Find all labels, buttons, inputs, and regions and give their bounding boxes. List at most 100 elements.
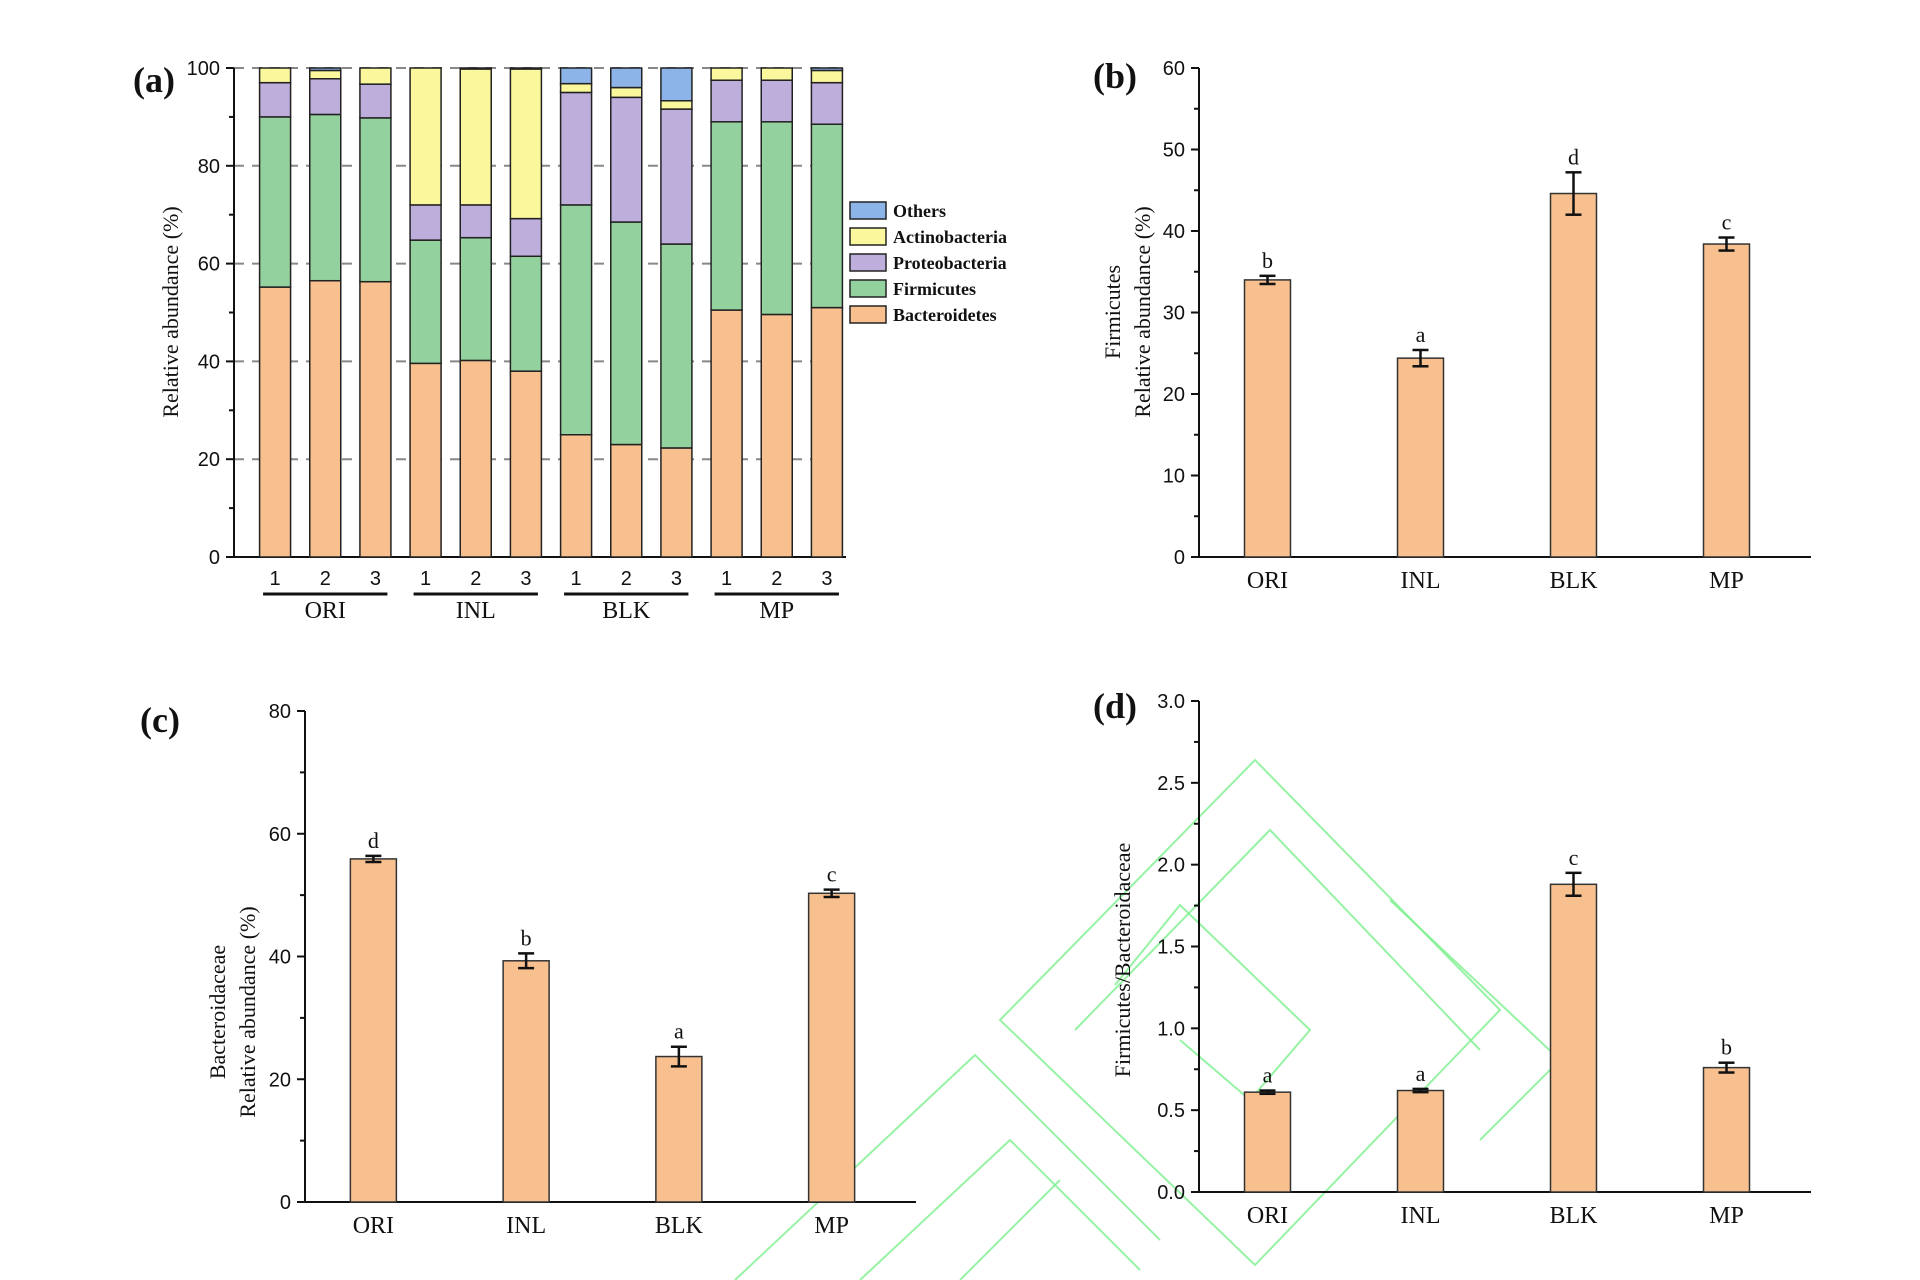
sample-label: 1 [420,568,431,590]
bar-inl [502,960,550,1203]
stacked-bar-segment-bacteroidetes [559,434,593,558]
stacked-bar-segment-actinobacteria [509,68,543,220]
stacked-bar-segment-proteobacteria [359,83,392,119]
stacked-bar-segment-others [610,67,643,89]
x-tick-label: MP [814,1213,849,1239]
stacked-bar-segment-bacteroidetes [409,362,442,558]
stacked-bar-segment-actinobacteria [309,69,342,80]
stacked-bar-segment-firmicutes [660,243,693,449]
panel-d-ratio-bar-chart: (d) 0.0 0.5 1.0 1.5 2.0 2.5 3.0 a ORI a INL c BLK b MP F… [1093,686,1811,1229]
significance-letter: b [521,925,532,950]
stacked-bar-segment-proteobacteria [610,96,643,223]
bar-blk [1549,883,1598,1193]
y-tick-label: 20 [269,1069,291,1091]
panel-label: (b) [1093,56,1137,96]
x-tick-label: MP [1709,1203,1744,1229]
y-tick-label: 100 [187,58,220,80]
stacked-bar-segment-firmicutes [710,121,743,311]
legend-label: Firmicutes [893,279,976,299]
x-tick-label: MP [1709,568,1744,594]
y-tick-label: 3.0 [1157,691,1185,713]
y-axis-label: Relative abundance (%) [235,906,260,1117]
significance-letter: a [1416,322,1426,347]
sample-label: 3 [370,568,381,590]
stacked-bar-segment-actinobacteria [610,86,643,99]
legend-label: Proteobacteria [893,253,1007,273]
watermark-stroke [1114,903,1312,1102]
bar-ori [1243,279,1292,558]
group-label: MP [759,598,794,624]
y-tick-label: 40 [269,947,291,969]
y-tick-label: 50 [1163,140,1185,162]
stacked-bar-segment-proteobacteria [660,108,693,245]
x-tick-label: INL [506,1213,546,1239]
y-tick-label: 0 [1174,547,1185,569]
panel-label: (a) [133,60,175,100]
y-tick-label: 60 [269,824,291,846]
y-tick-label: 60 [1163,58,1185,80]
y-tick-label: 2.5 [1157,773,1185,795]
y-tick-label: 30 [1163,303,1185,325]
y-tick-label: 0.5 [1157,1100,1185,1122]
stacked-bar-segment-others [810,67,844,72]
sample-label: 2 [621,568,632,590]
stacked-bar-segment-firmicutes [359,117,392,283]
watermark-stroke [734,1053,1161,1280]
stacked-bar-segment-proteobacteria [710,79,743,123]
x-tick-label: ORI [353,1213,394,1239]
sample-label: 3 [821,568,832,590]
stacked-bar-segment-bacteroidetes [660,447,693,558]
stacked-bar-segment-bacteroidetes [258,286,292,558]
y-axis-label: Bacteroidaceae [205,945,230,1079]
y-tick-label: 20 [1163,384,1185,406]
significance-letter: a [1263,1063,1273,1088]
x-tick-label: BLK [655,1213,704,1239]
stacked-bar-segment-proteobacteria [810,81,844,125]
significance-letter: c [827,862,837,887]
significance-letter: a [1416,1061,1426,1086]
stacked-bar-segment-bacteroidetes [459,359,492,558]
x-tick-label: ORI [1247,568,1288,594]
y-tick-label: 1.5 [1157,937,1185,959]
stacked-bar-segment-proteobacteria [309,78,342,116]
y-tick-label: 0.0 [1157,1182,1185,1204]
significance-letter: d [1568,144,1579,169]
legend-swatch [849,305,887,324]
stacked-bar-segment-bacteroidetes [760,313,793,558]
y-axis-label: Firmicutes [1100,265,1125,359]
stacked-bar-segment-firmicutes [509,255,543,372]
stacked-bar-segment-firmicutes [258,116,292,288]
legend-swatch [849,253,887,272]
group-label: ORI [305,598,346,624]
bar-blk [1549,192,1598,558]
y-axis-label: Relative abundance (%) [158,206,183,417]
bar-ori [349,858,398,1203]
stacked-bar-segment-bacteroidetes [610,443,643,558]
bar-mp [807,892,856,1203]
stacked-bar-segment-firmicutes [559,204,593,436]
stacked-bar-segment-actinobacteria [660,100,693,110]
stacked-bar-segment-actinobacteria [409,67,442,206]
stacked-bar-segment-others [459,67,492,70]
stacked-bar-segment-actinobacteria [559,82,593,94]
bar-mp [1702,1066,1751,1193]
sample-label: 2 [470,568,481,590]
x-tick-label: BLK [1550,1203,1599,1229]
stacked-bar-segment-others [509,67,543,70]
group-label: INL [456,598,496,624]
sample-label: 2 [320,568,331,590]
stacked-bar-segment-firmicutes [459,236,492,362]
stacked-bar-segment-bacteroidetes [810,306,844,558]
legend-label: Others [893,201,946,221]
stacked-bar-segment-firmicutes [810,123,844,309]
watermark-logo [734,758,1562,1280]
stacked-bar-segment-others [660,67,693,102]
stacked-bar-segment-firmicutes [610,221,643,446]
significance-letter: b [1262,248,1273,273]
stacked-bar-segment-actinobacteria [258,67,292,84]
y-tick-label: 1.0 [1157,1018,1185,1040]
x-tick-label: ORI [1247,1203,1288,1229]
significance-letter: d [368,828,379,853]
